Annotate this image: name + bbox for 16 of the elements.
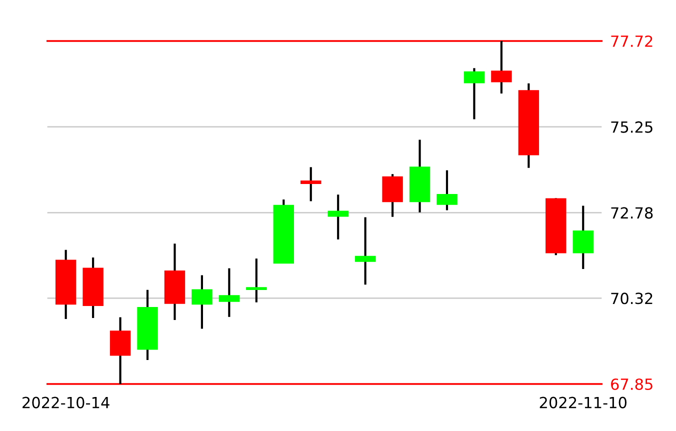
x-tick-label: 2022-11-10 — [540, 396, 627, 408]
candlestick — [300, 166, 322, 202]
candlestick — [572, 204, 594, 270]
candlestick — [328, 194, 348, 240]
candlestick — [218, 267, 240, 318]
y-tick-label: 77.72 — [611, 35, 652, 47]
y-tick-label: 75.25 — [611, 121, 652, 133]
y-tick-label: 70.32 — [611, 292, 652, 304]
candlestick — [436, 169, 458, 212]
y-tick-label: 67.85 — [611, 378, 652, 390]
candlestick — [464, 67, 485, 120]
x-tick-label: 2022-10-14 — [22, 396, 110, 408]
y-tick-label: 72.78 — [611, 207, 653, 219]
candlestick — [192, 274, 212, 330]
candlestick — [354, 216, 376, 286]
candlestick — [246, 258, 267, 304]
